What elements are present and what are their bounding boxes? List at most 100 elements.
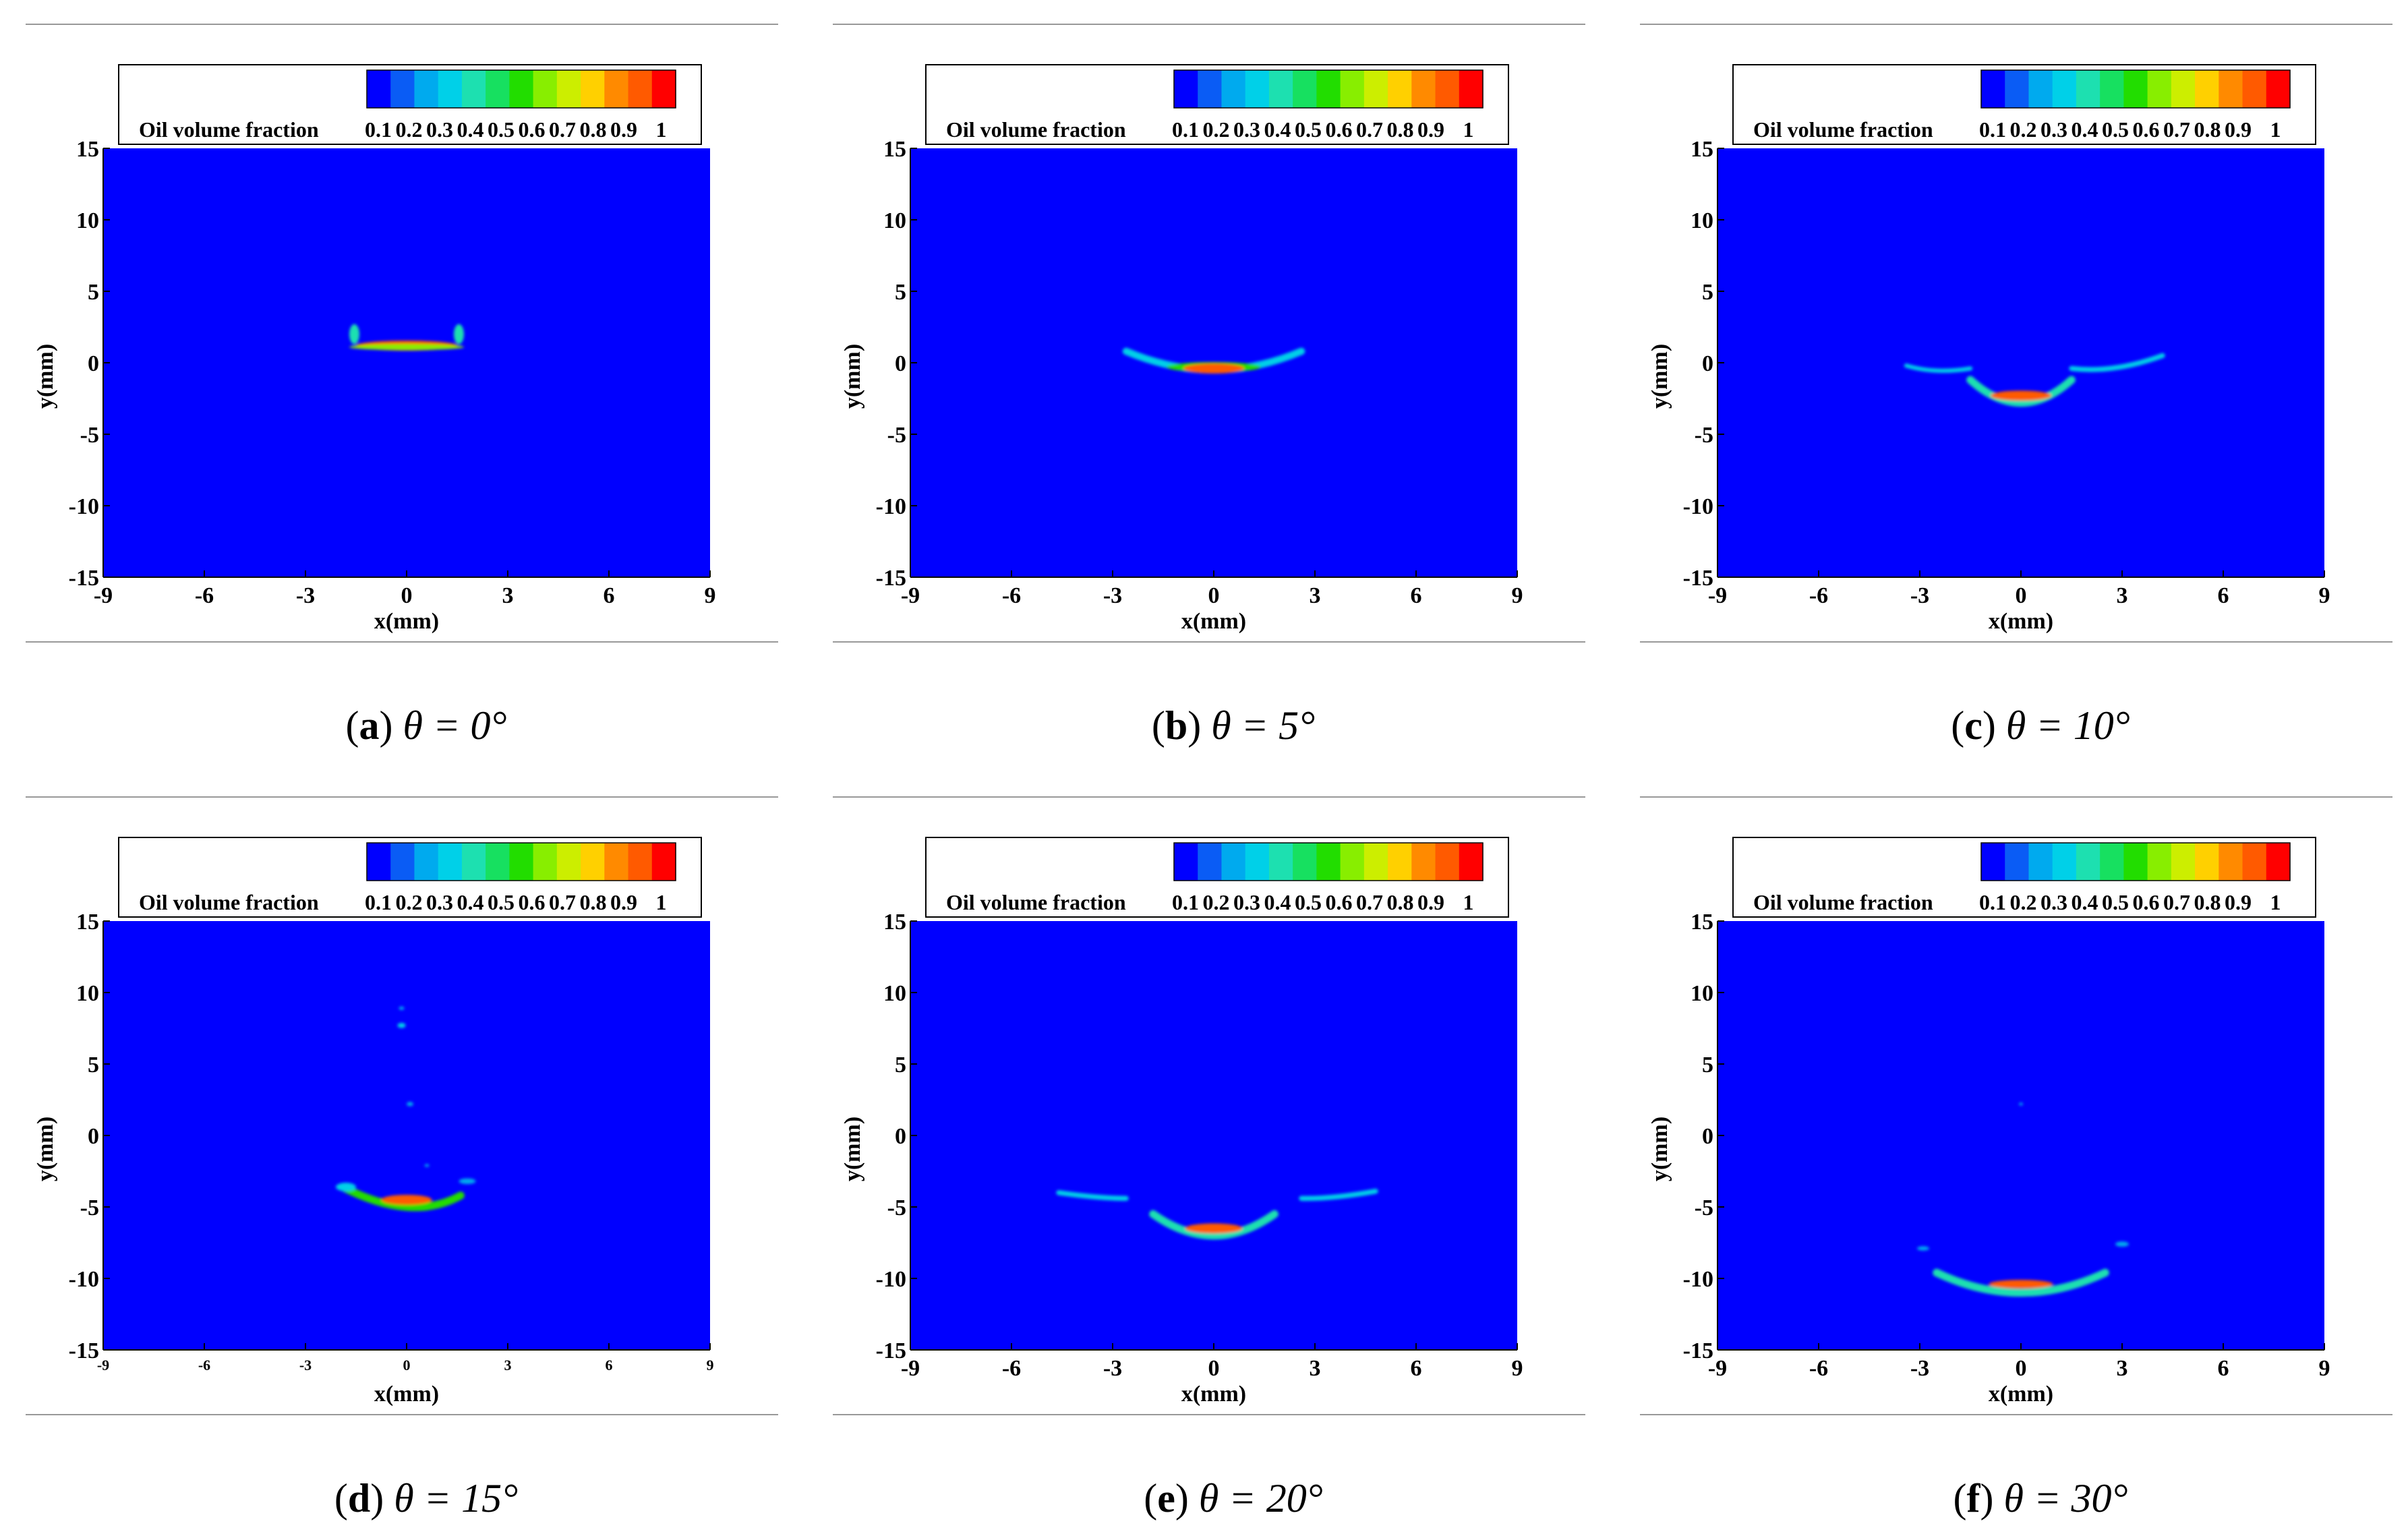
- colorbar-swatch: [2266, 70, 2291, 108]
- y-tick-label: -10: [876, 494, 906, 519]
- colorbar-swatch: [438, 70, 463, 108]
- legend-tick: 0.3: [1233, 890, 1260, 914]
- x-tick-label: 3: [1310, 1356, 1321, 1381]
- legend-tick: 0.9: [2225, 117, 2252, 142]
- x-tick-label: 0: [2016, 1356, 2027, 1381]
- oil-film-arc: [1933, 1268, 2109, 1297]
- legend-tick: 0.5: [2102, 117, 2129, 142]
- legend-title: Oil volume fraction: [139, 890, 319, 914]
- legend-tick: 0.9: [1417, 117, 1444, 142]
- legend-tick: 0.1: [1172, 890, 1199, 914]
- y-tick-label: 15: [1691, 137, 1713, 162]
- oil-film-arc: [1056, 1190, 1129, 1201]
- colorbar-swatch: [2195, 70, 2219, 108]
- oil-droplet: [1183, 363, 1244, 374]
- x-tick-label: 3: [502, 583, 514, 608]
- colorbar-swatch: [486, 70, 510, 108]
- panel-d: Oil volume fraction 0.1 0.2 0.3 0.4 0.5 0.6 0.7…: [26, 796, 778, 1520]
- caption-paren-open: (: [1954, 1476, 1967, 1520]
- x-axis-title: x(mm): [1181, 609, 1246, 634]
- legend-tick: 0.8: [1387, 890, 1414, 914]
- legend-tick: 0.6: [1326, 117, 1353, 142]
- x-tick-label: -3: [299, 1357, 312, 1373]
- x-axis-title: x(mm): [1989, 1382, 2053, 1407]
- colorbar-frame: [366, 69, 676, 109]
- y-tick-label: -5: [80, 1195, 99, 1220]
- colorbar-swatch: [556, 70, 581, 108]
- oil-droplet: [459, 1178, 476, 1185]
- legend-tick: 0.6: [1326, 890, 1353, 914]
- field-features: [1056, 1188, 1378, 1240]
- y-tick-label: -15: [876, 566, 906, 591]
- legend-tick: 1: [656, 890, 667, 914]
- panel-caption: (f) θ = 30°: [1954, 1476, 2128, 1520]
- legend-tick: 0.4: [1264, 890, 1291, 914]
- y-tick-label: -5: [1695, 423, 1713, 448]
- colorbar-swatch: [1981, 70, 2005, 108]
- y-tick-label: 15: [76, 910, 99, 935]
- oil-droplet: [424, 1164, 430, 1167]
- caption-paren-close: ): [370, 1476, 394, 1520]
- legend-tick: 0.2: [1203, 117, 1230, 142]
- y-tick-label: 0: [1702, 351, 1713, 376]
- field-features: [1917, 1102, 2129, 1297]
- y-axis-title: y(mm): [33, 1117, 58, 1181]
- colorbar-swatch: [2100, 70, 2124, 108]
- colorbar-swatch: [1435, 70, 1460, 108]
- field-features: [1122, 347, 1305, 374]
- colorbar-swatch: [1245, 843, 1270, 881]
- y-tick-label: 15: [1691, 910, 1713, 935]
- colorbar-swatch: [1221, 70, 1246, 108]
- legend-tick: 0.5: [488, 117, 515, 142]
- colorbar-swatch: [1198, 70, 1223, 108]
- colorbar-swatch: [2171, 843, 2196, 881]
- panel-e: Oil volume fraction 0.1 0.2 0.3 0.4 0.5 0.6 0.7…: [833, 796, 1585, 1520]
- caption-paren-open: (: [1152, 703, 1165, 748]
- y-tick-label: 5: [895, 280, 906, 305]
- caption-angle: θ = 30°: [2003, 1476, 2127, 1520]
- caption-letter: c: [1964, 703, 1983, 748]
- legend-tick: 0.2: [2010, 117, 2037, 142]
- colorbar-swatch: [2123, 70, 2148, 108]
- x-tick-label: -9: [97, 1357, 109, 1373]
- legend-tick: 0.8: [580, 117, 607, 142]
- colorbar-swatch: [1293, 70, 1317, 108]
- x-tick-label: 9: [2319, 583, 2330, 608]
- panel-caption: (b) θ = 5°: [1152, 703, 1315, 748]
- y-tick-label: 15: [883, 137, 906, 162]
- legend-tick: 1: [2270, 117, 2281, 142]
- legend-tick: 1: [1463, 890, 1474, 914]
- colorbar-swatch: [2052, 70, 2077, 108]
- colorbar-swatch: [2147, 843, 2172, 881]
- y-tick-label: 5: [895, 1053, 906, 1077]
- y-tick-label: -10: [876, 1267, 906, 1292]
- field-features: [336, 1006, 476, 1212]
- colorbar-swatch: [1388, 843, 1412, 881]
- caption-letter: d: [348, 1476, 370, 1520]
- legend-tick: 1: [1463, 117, 1474, 142]
- y-tick-label: 10: [1691, 981, 1713, 1006]
- colorbar-swatch: [486, 843, 510, 881]
- colorbar-swatch: [1221, 843, 1246, 881]
- legend-tick: 0.6: [2133, 890, 2160, 914]
- colorbar-swatch: [1245, 70, 1270, 108]
- panel-caption: (a) θ = 0°: [346, 703, 507, 748]
- colorbar-swatch: [1411, 843, 1436, 881]
- x-axis-title: x(mm): [374, 609, 439, 634]
- colorbar-swatch: [2005, 70, 2030, 108]
- legend-tick: 0.3: [426, 117, 453, 142]
- x-axis-title: x(mm): [1181, 1382, 1246, 1407]
- colorbar-swatch: [2028, 70, 2053, 108]
- caption-paren-close: ): [1980, 1476, 2004, 1520]
- x-tick-label: 9: [707, 1357, 714, 1373]
- plot-background: [910, 921, 1517, 1350]
- panel-b: Oil volume fraction 0.1 0.2 0.3 0.4 0.5 0.6 0.7…: [833, 24, 1585, 748]
- colorbar-frame: [1173, 69, 1484, 109]
- legend-tick: 0.6: [519, 890, 546, 914]
- x-tick-label: 9: [1512, 583, 1523, 608]
- x-tick-label: 0: [401, 583, 413, 608]
- x-tick-label: -9: [901, 583, 920, 608]
- y-tick-label: 5: [88, 280, 99, 305]
- x-tick-label: 9: [705, 583, 716, 608]
- colorbar-swatch: [1340, 70, 1365, 108]
